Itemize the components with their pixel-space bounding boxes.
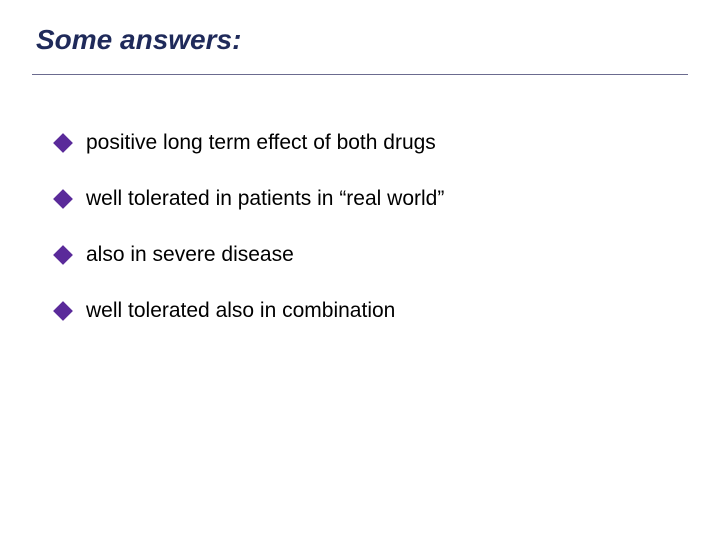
diamond-bullet-icon — [53, 133, 73, 153]
diamond-bullet-icon — [53, 301, 73, 321]
list-item: also in severe disease — [56, 243, 688, 267]
slide-container: Some answers: positive long term effect … — [0, 0, 720, 540]
slide-title: Some answers: — [32, 24, 688, 56]
diamond-bullet-icon — [53, 189, 73, 209]
bullet-text: positive long term effect of both drugs — [86, 131, 436, 155]
diamond-bullet-icon — [53, 245, 73, 265]
bullet-text: also in severe disease — [86, 243, 294, 267]
list-item: well tolerated in patients in “real worl… — [56, 187, 688, 211]
bullet-text: well tolerated in patients in “real worl… — [86, 187, 444, 211]
list-item: positive long term effect of both drugs — [56, 131, 688, 155]
title-divider — [32, 74, 688, 75]
bullet-text: well tolerated also in combination — [86, 299, 395, 323]
list-item: well tolerated also in combination — [56, 299, 688, 323]
bullet-list: positive long term effect of both drugs … — [32, 131, 688, 323]
